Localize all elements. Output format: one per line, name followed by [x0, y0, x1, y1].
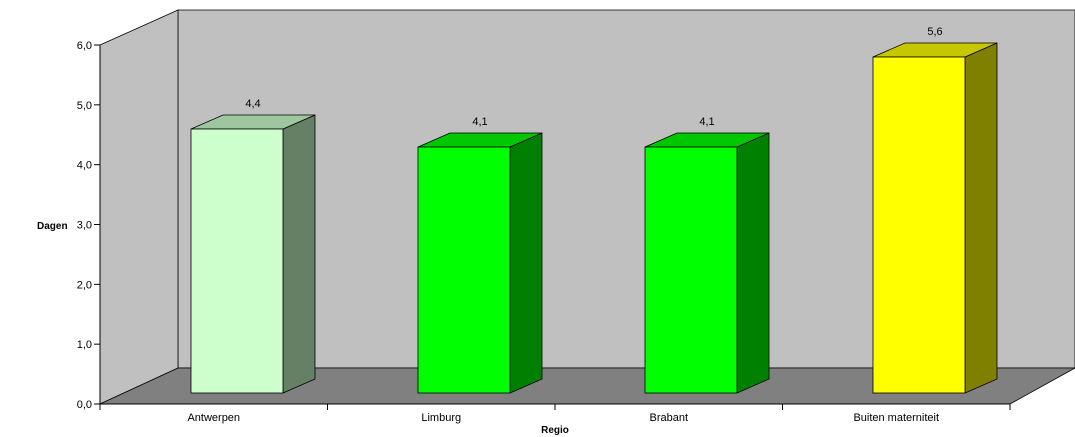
chart-side-wall — [99, 9, 179, 405]
y-tick-label: 5,0 — [77, 100, 92, 112]
bar-front — [644, 146, 738, 394]
y-tick-label: 2,0 — [77, 279, 92, 291]
bars — [190, 42, 998, 394]
x-axis: Antwerpen Limburg Brabant Buiten maternitei… — [99, 403, 1011, 424]
y-tick-label: 1,0 — [77, 339, 92, 351]
y-axis: 0,0 1,0 2,0 3,0 4,0 5,0 6,0 — [77, 40, 101, 411]
y-tick-label: 6,0 — [77, 40, 92, 52]
bar-side — [736, 132, 770, 394]
data-labels: 4,4 4,1 4,1 5,6 — [245, 26, 942, 128]
x-axis-title: Regio — [541, 425, 569, 436]
bar-front — [417, 146, 511, 394]
data-label: 5,6 — [927, 26, 942, 38]
bar-side — [509, 132, 543, 394]
x-tick-label: Antwerpen — [187, 412, 240, 424]
y-axis-title: Dagen — [37, 221, 68, 232]
y-tick-label: 3,0 — [77, 220, 92, 232]
x-tick-label: Buiten materniteit — [853, 412, 939, 424]
bar — [872, 42, 998, 394]
bar-front — [190, 128, 284, 394]
bar — [417, 132, 543, 394]
bar-side — [282, 114, 316, 394]
data-label: 4,1 — [699, 116, 714, 128]
data-label: 4,4 — [245, 98, 260, 110]
bar — [190, 114, 316, 394]
bar — [644, 132, 770, 394]
x-tick-label: Limburg — [421, 412, 461, 424]
bar-side — [964, 42, 998, 394]
data-label: 4,1 — [472, 116, 487, 128]
y-tick-label: 4,0 — [77, 160, 92, 172]
y-tick-label: 0,0 — [77, 399, 92, 411]
bar-front — [872, 56, 966, 394]
x-tick-label: Brabant — [649, 412, 688, 424]
